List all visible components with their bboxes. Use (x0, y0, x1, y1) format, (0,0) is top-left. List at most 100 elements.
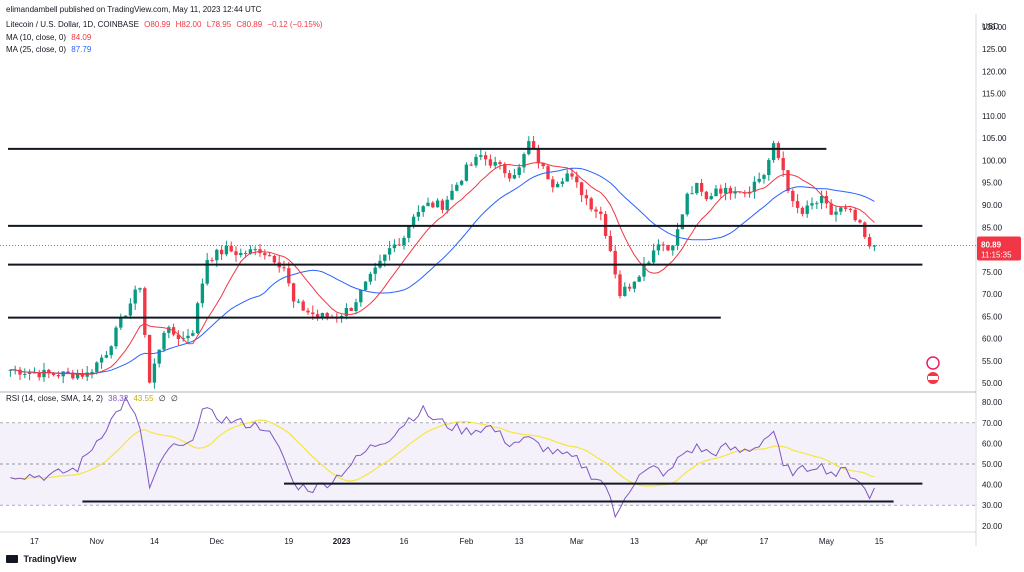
candle-body (517, 167, 521, 175)
candle-body (522, 154, 526, 168)
candle-body (575, 176, 579, 183)
candle-body (392, 244, 397, 249)
candle-body (493, 162, 497, 166)
time-axis-tick: 17 (30, 537, 39, 546)
ma25-legend[interactable]: MA (25, close, 0) 87.79 (6, 45, 94, 54)
candle-body (459, 180, 464, 185)
candle-body (488, 159, 493, 166)
candle-body (435, 200, 440, 208)
candle-body (680, 214, 685, 230)
rsi-legend[interactable]: RSI (14, close, SMA, 14, 2) 38.32 43.55 … (6, 394, 181, 403)
candle-body (272, 255, 277, 263)
ohlc-close: C80.89 (236, 20, 263, 29)
price-axis-tick: 70.00 (982, 290, 1003, 299)
publisher-line: elimandambell published on TradingView.c… (6, 5, 262, 14)
ma10-legend[interactable]: MA (10, close, 0) 84.09 (6, 33, 94, 42)
candle-body (858, 220, 862, 223)
time-axis-tick: 14 (150, 537, 159, 546)
candle-body (267, 255, 272, 257)
candle-body (839, 207, 843, 212)
candle-body (479, 155, 483, 157)
candle-body (210, 259, 214, 261)
candle-body (128, 303, 133, 316)
candle-body (690, 193, 694, 195)
ma10-value: 84.09 (71, 33, 92, 42)
rsi-sma-value: 43.55 (133, 394, 154, 403)
candle-body (714, 188, 718, 197)
candle-body (805, 205, 809, 214)
candle-body (637, 276, 641, 282)
rsi-axis-tick: 40.00 (982, 481, 1003, 490)
tradingview-brand[interactable]: TradingView (6, 554, 76, 564)
candle-body (296, 301, 301, 303)
candle-body (325, 312, 329, 317)
candle-body (867, 237, 872, 247)
candle-body (767, 160, 771, 176)
rsi-axis-tick: 70.00 (982, 419, 1003, 428)
candle-body (810, 203, 814, 206)
candle-body (589, 198, 593, 210)
candle-body (421, 206, 425, 212)
time-axis-tick: Nov (90, 537, 104, 546)
price-axis-tick: 110.00 (982, 112, 1006, 121)
candle-body (503, 164, 507, 174)
candle-body (253, 249, 257, 251)
price-axis-tick: 130.00 (982, 23, 1007, 32)
candle-body (551, 179, 555, 188)
candle-body (56, 375, 61, 377)
candle-body (498, 162, 502, 165)
price-tag (977, 236, 1021, 261)
currency-label: USD (982, 22, 999, 31)
price-axis-tick: 105.00 (982, 134, 1007, 143)
price-tag-timer: 11:15:35 (981, 251, 1012, 260)
price-axis-tick: 90.00 (982, 201, 1003, 210)
price-axis-tick: 50.00 (982, 379, 1003, 388)
symbol-legend[interactable]: Litecoin / U.S. Dollar, 1D, COINBASE O80… (6, 20, 326, 29)
ma25-value: 87.79 (71, 45, 92, 54)
candle-body (224, 245, 229, 255)
candle-body (215, 249, 219, 261)
candle-body (359, 289, 363, 303)
candle-body (133, 289, 137, 304)
candle-body (18, 369, 22, 375)
candle-body (455, 184, 459, 191)
candle-body (853, 209, 857, 221)
candle-body (90, 371, 94, 373)
price-axis-tick: 60.00 (982, 335, 1003, 344)
candle-body (584, 195, 589, 199)
candle-body (138, 288, 142, 290)
candle-body (685, 193, 689, 215)
candle-body (781, 157, 785, 171)
candle-body (411, 216, 416, 227)
candle-body (661, 244, 665, 246)
candle-body (263, 253, 267, 256)
candle-body (387, 248, 392, 255)
time-axis-tick: Mar (570, 537, 584, 546)
candle-body (291, 283, 296, 302)
rsi-sma-line (10, 419, 875, 487)
candle-body (618, 274, 622, 297)
candle-body (315, 314, 320, 317)
candle-body (531, 141, 536, 148)
rsi-axis-tick: 20.00 (982, 522, 1003, 531)
price-axis-tick: 65.00 (982, 312, 1003, 321)
candle-body (445, 199, 449, 210)
candle-body (613, 250, 617, 275)
candle-body (407, 226, 411, 238)
candle-body (594, 209, 598, 212)
rsi-axis-tick: 80.00 (982, 398, 1003, 407)
candle-body (80, 374, 85, 377)
price-tag-value: 80.89 (981, 241, 1002, 250)
time-axis-tick: Apr (695, 537, 708, 546)
candle-body (186, 335, 190, 339)
candle-body (152, 363, 157, 383)
candle-body (829, 203, 833, 215)
price-axis-tick: 125.00 (982, 45, 1007, 54)
candle-body (383, 254, 387, 261)
candle-body (560, 181, 565, 184)
candle-body (234, 251, 238, 256)
candle-body (243, 252, 248, 254)
candle-body (354, 302, 358, 312)
price-axis-tick: 100.00 (982, 156, 1007, 165)
